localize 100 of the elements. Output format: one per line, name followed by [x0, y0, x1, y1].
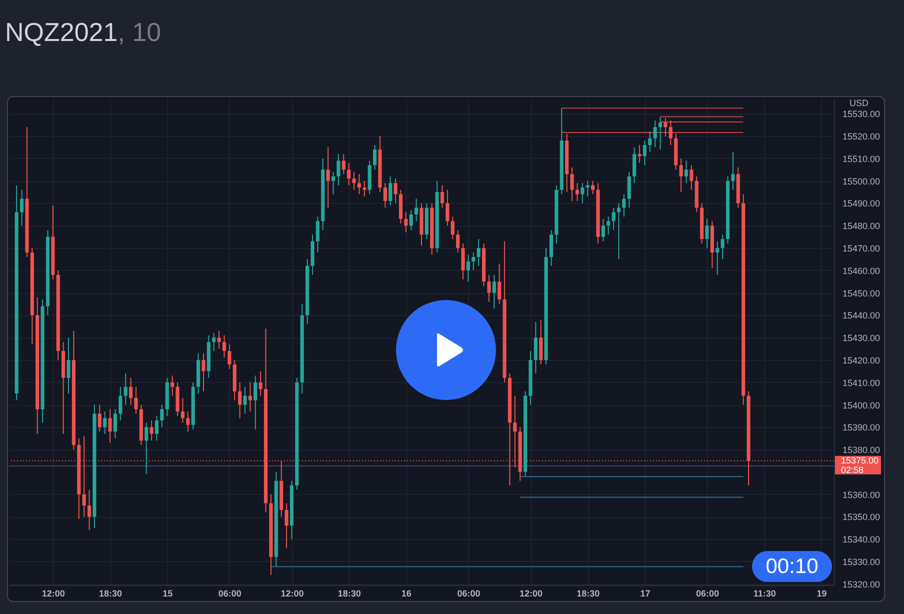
candlestick	[118, 386, 122, 421]
candlestick	[103, 410, 107, 434]
candlestick	[326, 146, 330, 208]
candlestick	[731, 151, 735, 190]
y-tick-label: 15530.00	[842, 109, 880, 120]
y-tick-label: 15500.00	[842, 176, 880, 186]
candlestick	[539, 319, 543, 365]
candlestick	[487, 274, 491, 302]
x-tick-label: 12:00	[280, 588, 304, 598]
y-tick-label: 15470.00	[842, 244, 880, 254]
x-tick-label: 17	[640, 588, 650, 598]
candlestick	[404, 212, 408, 233]
candlestick	[498, 263, 502, 304]
candlestick	[347, 162, 351, 186]
candlestick	[284, 502, 288, 549]
y-tick-label: 15360.00	[842, 490, 880, 500]
candlestick	[20, 189, 24, 226]
candlestick	[316, 216, 320, 253]
candlestick	[446, 189, 450, 226]
candlestick	[258, 370, 262, 396]
candlestick	[622, 194, 626, 218]
y-tick-label: 15490.00	[842, 198, 880, 209]
candlestick	[668, 120, 672, 146]
y-tick-label: 15410.00	[842, 378, 880, 388]
candlestick	[372, 144, 377, 170]
candlestick	[238, 382, 242, 419]
candlestick	[336, 153, 340, 186]
candlestick	[466, 254, 470, 282]
ref-line-label: 15375.00	[841, 456, 879, 466]
x-tick-label: 19	[816, 588, 827, 598]
candlestick	[549, 230, 554, 266]
y-tick-label: 15480.00	[842, 221, 880, 232]
x-tick-label: 15	[162, 588, 173, 598]
candlestick	[648, 131, 652, 152]
candlestick	[705, 218, 709, 249]
candlestick	[124, 372, 128, 406]
candlestick	[601, 218, 605, 242]
candlestick	[638, 144, 642, 164]
y-tick-label: 15430.00	[842, 333, 880, 344]
candlestick	[108, 408, 112, 444]
candlestick	[394, 178, 398, 204]
candlestick	[591, 180, 595, 195]
candlestick	[627, 171, 631, 208]
candlestick	[658, 116, 662, 150]
candlestick	[461, 243, 465, 280]
x-tick-label: 06:00	[218, 588, 242, 598]
x-tick-label: 06:00	[457, 588, 480, 598]
candlestick	[409, 209, 413, 231]
candlestick	[476, 238, 480, 266]
candlestick	[150, 420, 154, 442]
candlestick	[684, 160, 688, 184]
y-tick-label: 15320.00	[842, 579, 880, 590]
x-tick-label: 12:00	[42, 588, 65, 598]
x-tick-label: 11:30	[753, 588, 776, 598]
text: 02:58	[841, 465, 864, 476]
candlestick	[357, 174, 362, 195]
candlestick	[186, 410, 190, 432]
candlestick	[134, 386, 138, 414]
y-tick-label: 15520.00	[842, 132, 880, 142]
candlestick	[362, 180, 366, 198]
candlestick	[575, 182, 580, 202]
candlestick	[690, 164, 694, 190]
y-tick-label: 15350.00	[842, 512, 880, 522]
candlestick	[222, 334, 226, 358]
candlestick	[456, 230, 460, 253]
candlestick	[720, 234, 724, 260]
y-tick-label: 15440.00	[842, 310, 880, 321]
candlestick	[472, 252, 476, 271]
x-tick-label: 16	[401, 588, 412, 598]
candlestick	[129, 377, 133, 406]
candlestick	[154, 415, 159, 442]
x-tick-label: 18:30	[338, 588, 361, 598]
candlestick	[679, 158, 683, 193]
candlestick	[616, 202, 621, 260]
candlestick	[642, 140, 647, 166]
candlestick	[352, 171, 356, 190]
y-tick-label: 15380.00	[842, 445, 880, 456]
y-tick-label: 15510.00	[842, 154, 880, 164]
candlestick	[664, 118, 668, 137]
candlestick	[180, 398, 185, 424]
candlestick	[414, 198, 418, 222]
x-tick-label: 18:30	[576, 588, 600, 598]
candlestick	[160, 404, 164, 428]
x-tick-label: 06:00	[696, 588, 720, 598]
candlestick	[248, 382, 252, 412]
candlestick	[383, 182, 387, 208]
x-tick-label: 12:00	[519, 588, 543, 598]
candlestick	[716, 240, 720, 276]
x-tick-label: 18:30	[99, 588, 122, 598]
candlestick	[217, 330, 221, 350]
y-tick-label: 15390.00	[842, 422, 880, 433]
candlestick	[450, 216, 454, 240]
candlestick	[228, 344, 232, 370]
candlestick	[98, 404, 102, 432]
candlestick	[580, 182, 584, 204]
candlestick	[653, 120, 657, 148]
y-tick-label: 15400.00	[842, 400, 880, 410]
candlestick	[331, 171, 336, 195]
text: USD	[849, 98, 869, 108]
candlestick	[606, 216, 610, 236]
